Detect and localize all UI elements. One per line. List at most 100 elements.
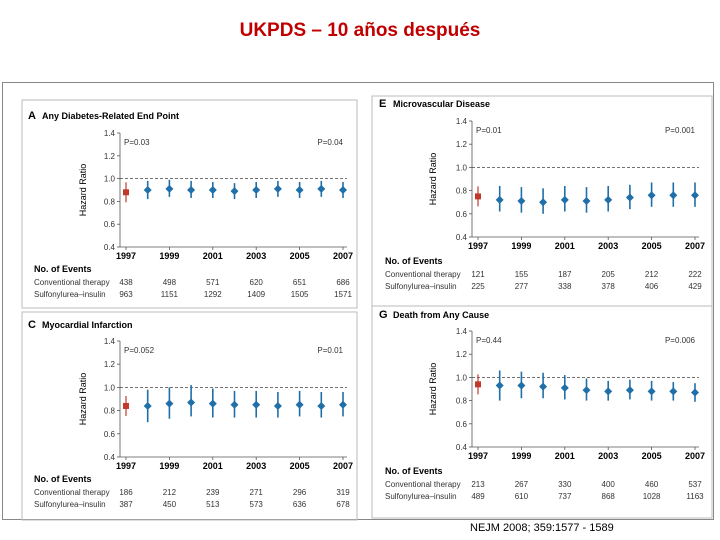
y-tick-label: 1.0 <box>104 175 116 184</box>
events-title: No. of Events <box>34 474 92 484</box>
data-point <box>165 184 174 193</box>
y-tick-label: 0.8 <box>104 407 116 416</box>
y-tick-label: 1.2 <box>104 360 116 369</box>
events-value: 121 <box>471 270 485 279</box>
x-tick-label: 1997 <box>468 241 488 251</box>
events-value: 678 <box>336 500 350 509</box>
panel-g-frame <box>371 305 713 519</box>
p-value-right: P=0.001 <box>665 126 696 135</box>
events-value: 573 <box>250 500 264 509</box>
x-tick-label: 1999 <box>511 241 531 251</box>
data-point <box>317 184 326 193</box>
events-row-label: Conventional therapy <box>34 278 110 287</box>
data-point <box>517 197 526 206</box>
panel-c-frame <box>21 311 358 521</box>
data-point <box>143 186 152 194</box>
events-value: 296 <box>293 488 307 497</box>
conventional-marker <box>475 193 481 200</box>
data-point <box>165 399 174 408</box>
data-point <box>582 386 591 395</box>
panel-letter: G <box>379 309 388 321</box>
events-value: 429 <box>688 282 702 291</box>
x-tick-label: 1997 <box>468 451 488 461</box>
y-tick-label: 1.4 <box>104 129 116 138</box>
x-tick-label: 2005 <box>290 461 310 471</box>
y-tick-label: 0.4 <box>104 243 116 252</box>
panel-title: Microvascular Disease <box>393 99 490 109</box>
events-value: 1505 <box>291 290 309 299</box>
events-value: 319 <box>336 488 350 497</box>
events-value: 737 <box>558 492 572 501</box>
events-value: 267 <box>515 480 529 489</box>
y-axis-label: Hazard Ratio <box>428 363 438 416</box>
data-point <box>625 193 634 202</box>
y-tick-label: 1.4 <box>456 117 468 126</box>
events-title: No. of Events <box>385 256 443 266</box>
data-point <box>582 197 591 206</box>
y-tick-label: 1.0 <box>456 373 468 382</box>
data-point <box>691 388 699 397</box>
events-value: 651 <box>293 278 307 287</box>
events-value: 205 <box>602 270 616 279</box>
events-value: 438 <box>119 278 133 287</box>
data-point <box>604 387 613 396</box>
events-value: 686 <box>336 278 350 287</box>
events-value: 400 <box>602 480 616 489</box>
data-point <box>539 198 548 207</box>
panel-title: Death from Any Cause <box>393 310 489 320</box>
events-value: 1151 <box>161 290 179 299</box>
events-value: 450 <box>163 500 177 509</box>
data-point <box>143 401 152 410</box>
conventional-marker <box>475 381 481 388</box>
y-tick-label: 1.4 <box>104 337 116 346</box>
slide-title: UKPDS – 10 años después <box>239 20 481 41</box>
citation: NEJM 2008; 359:1577 - 1589 <box>470 522 614 534</box>
data-point <box>317 401 326 410</box>
data-point <box>669 387 678 396</box>
events-value: 1163 <box>686 492 704 501</box>
x-tick-label: 2001 <box>203 251 223 261</box>
data-point <box>517 381 526 390</box>
events-value: 330 <box>558 480 572 489</box>
p-value-right: P=0.04 <box>317 138 343 147</box>
p-value-right: P=0.006 <box>665 336 696 345</box>
data-point <box>691 191 699 200</box>
data-point <box>625 386 634 395</box>
p-value-left: P=0.03 <box>124 138 150 147</box>
x-tick-label: 1999 <box>511 451 531 461</box>
events-row-label: Sulfonylurea–insulin <box>34 290 106 299</box>
y-tick-label: 0.8 <box>456 397 468 406</box>
data-point <box>339 186 347 194</box>
data-point <box>604 195 613 204</box>
events-value: 277 <box>515 282 529 291</box>
y-tick-label: 0.6 <box>104 220 116 229</box>
events-value: 460 <box>645 480 659 489</box>
y-axis-label: Hazard Ratio <box>78 164 88 217</box>
events-value: 406 <box>645 282 659 291</box>
x-tick-label: 2003 <box>246 461 266 471</box>
events-value: 271 <box>250 488 264 497</box>
data-point <box>560 195 569 204</box>
data-point <box>208 399 217 408</box>
y-axis-label: Hazard Ratio <box>428 153 438 206</box>
panel-letter: A <box>28 110 36 122</box>
x-tick-label: 2007 <box>685 241 705 251</box>
events-value: 222 <box>688 270 702 279</box>
events-value: 537 <box>688 480 702 489</box>
x-tick-label: 1997 <box>116 251 136 261</box>
y-tick-label: 0.6 <box>104 430 116 439</box>
data-point <box>273 184 282 193</box>
y-tick-label: 1.0 <box>104 383 116 392</box>
data-point <box>273 401 282 410</box>
y-tick-label: 0.6 <box>456 210 468 219</box>
x-tick-label: 2005 <box>642 451 662 461</box>
x-tick-label: 2003 <box>598 241 618 251</box>
p-value-left: P=0.44 <box>476 336 502 345</box>
panel-title: Any Diabetes-Related End Point <box>42 111 179 121</box>
events-row-label: Conventional therapy <box>385 270 461 279</box>
events-value: 338 <box>558 282 572 291</box>
data-point <box>208 186 217 194</box>
y-tick-label: 0.6 <box>456 420 468 429</box>
panel-a-frame <box>21 99 358 309</box>
